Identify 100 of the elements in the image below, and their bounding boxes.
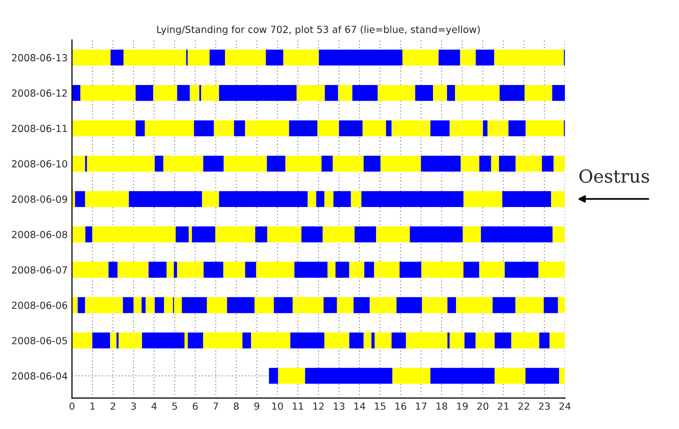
bar xyxy=(92,226,176,242)
x-tick-label: 22 xyxy=(518,402,530,410)
bar xyxy=(142,332,185,348)
bar xyxy=(227,297,255,314)
bar xyxy=(267,226,302,242)
bar xyxy=(146,297,155,314)
bar xyxy=(354,226,376,242)
bar xyxy=(322,156,333,172)
bar xyxy=(462,226,481,242)
bar xyxy=(550,332,565,348)
bar xyxy=(72,50,111,66)
bar xyxy=(464,332,476,348)
bar xyxy=(256,262,294,278)
bar xyxy=(374,332,392,348)
bar xyxy=(494,332,512,348)
bar xyxy=(194,120,214,136)
bar xyxy=(242,332,252,348)
bar xyxy=(338,120,363,136)
bar xyxy=(118,332,142,348)
bar xyxy=(317,120,339,136)
bar xyxy=(552,226,565,242)
bar xyxy=(438,50,460,66)
bar xyxy=(476,332,495,348)
bar xyxy=(362,120,386,136)
bar xyxy=(491,156,499,172)
bar xyxy=(422,297,448,314)
x-tick-label: 9 xyxy=(254,402,260,410)
bar xyxy=(214,120,234,136)
x-tick-label: 21 xyxy=(498,402,509,410)
bar xyxy=(511,332,540,348)
bar xyxy=(430,120,450,136)
y-tick-label: 2008-06-09 xyxy=(12,196,68,203)
bar xyxy=(184,332,188,348)
bar xyxy=(480,226,553,242)
bar xyxy=(75,191,86,207)
bar xyxy=(516,156,542,172)
bar xyxy=(487,120,508,136)
bar xyxy=(290,332,324,348)
bar xyxy=(255,226,268,242)
bar xyxy=(219,191,308,207)
bar xyxy=(396,297,422,314)
bar xyxy=(166,262,174,278)
bar xyxy=(421,262,464,278)
x-tick-label: 16 xyxy=(395,402,406,410)
bar xyxy=(294,262,328,278)
bar xyxy=(392,120,430,136)
bar xyxy=(203,156,224,172)
bar xyxy=(204,262,224,278)
bar xyxy=(224,50,266,66)
x-tick-label: 24 xyxy=(559,402,571,410)
bar xyxy=(494,50,564,66)
y-tick-label: 2008-06-12 xyxy=(12,89,67,97)
bar xyxy=(542,156,554,172)
x-tick-label: 8 xyxy=(234,402,239,410)
bar xyxy=(420,156,461,172)
bar xyxy=(251,332,290,348)
bar xyxy=(176,226,189,242)
x-tick-label: 19 xyxy=(457,402,468,410)
x-tick-label: 18 xyxy=(436,402,448,410)
x-tick-label: 14 xyxy=(354,402,366,410)
bar xyxy=(148,262,167,278)
bar xyxy=(110,332,117,348)
bar xyxy=(118,262,149,278)
bar xyxy=(85,226,92,242)
bar xyxy=(364,262,374,278)
bar xyxy=(551,191,565,207)
bar xyxy=(479,156,492,172)
text: Oestrus xyxy=(579,169,650,183)
bar xyxy=(515,297,544,314)
bar xyxy=(316,191,324,207)
bar xyxy=(154,297,164,314)
bar xyxy=(318,50,402,66)
bar xyxy=(215,226,256,242)
bar xyxy=(456,297,493,314)
bar xyxy=(380,156,421,172)
bar xyxy=(538,262,565,278)
bar xyxy=(223,262,246,278)
bar xyxy=(447,297,456,314)
bar xyxy=(554,156,565,172)
y-tick-label: 2008-06-07 xyxy=(12,266,67,274)
bar xyxy=(72,120,136,136)
bar xyxy=(402,50,439,66)
bar xyxy=(364,332,372,348)
bar xyxy=(460,156,480,172)
bar xyxy=(354,297,370,314)
bar xyxy=(266,50,284,66)
bar xyxy=(539,332,550,348)
y-tick-label: 2008-06-04 xyxy=(12,372,68,380)
x-tick-label: 11 xyxy=(292,402,304,410)
x-tick-label: 20 xyxy=(477,402,488,410)
y-tick-label: 2008-06-13 xyxy=(12,54,68,62)
bar xyxy=(85,191,129,207)
y-tick-label: 2008-06-10 xyxy=(12,160,68,168)
bar xyxy=(108,262,118,278)
bar xyxy=(324,191,334,207)
bar xyxy=(406,332,448,348)
bar xyxy=(508,120,526,136)
bar xyxy=(86,156,155,172)
bar xyxy=(370,297,396,314)
bar xyxy=(202,191,220,207)
